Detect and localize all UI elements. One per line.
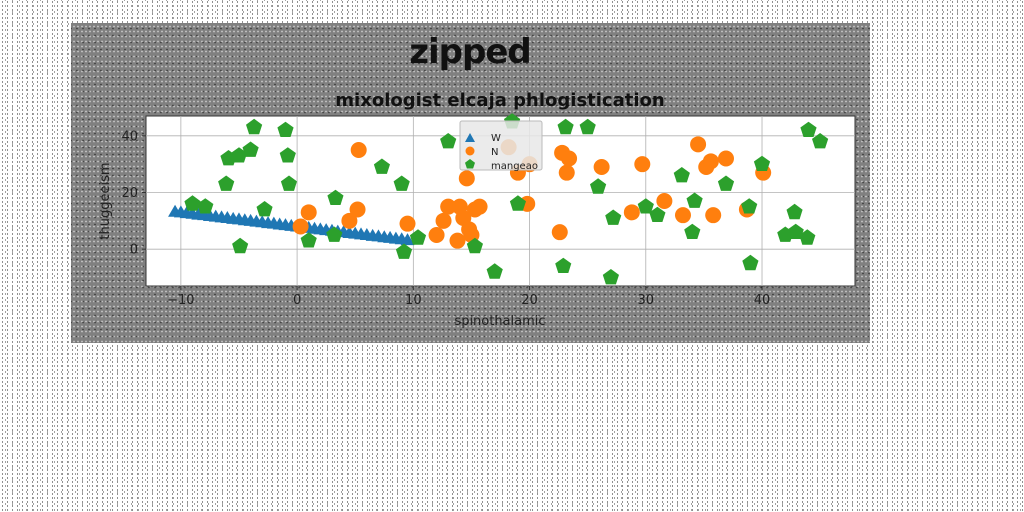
chart-title: mixologist elcaja phlogistication [335, 90, 664, 111]
x-tick-label: −10 [167, 293, 194, 308]
data-point-n [705, 207, 722, 224]
data-point-mangeao [486, 263, 503, 279]
data-point-n [399, 215, 416, 232]
data-point-n [702, 153, 719, 170]
data-point-n [428, 227, 445, 243]
data-point-mangeao [579, 118, 596, 135]
data-point-mangeao [812, 133, 829, 149]
data-point-n [674, 207, 691, 224]
y-tick-label: 0 [130, 243, 138, 258]
data-point-mangeao [786, 203, 803, 220]
data-point-mangeao [557, 118, 574, 135]
data-point-mangeao [184, 195, 201, 211]
data-point-mangeao [232, 237, 249, 254]
data-point-mangeao [555, 257, 572, 273]
legend: W N mangeao [459, 120, 543, 172]
data-point-n [656, 193, 673, 209]
data-point-mangeao [686, 192, 703, 208]
data-point-mangeao [466, 237, 483, 254]
legend-marker-n [465, 146, 475, 156]
data-point-mangeao [230, 147, 248, 163]
data-point-mangeao [246, 118, 263, 135]
data-point-n [717, 150, 734, 167]
x-tick-label: 40 [754, 293, 771, 308]
data-point-n [349, 201, 366, 218]
data-point-mangeao [373, 158, 390, 174]
data-point-n [449, 232, 466, 249]
data-point-mangeao [753, 155, 771, 171]
x-tick-label: 20 [521, 293, 538, 308]
data-marks [168, 113, 829, 285]
y-axis-label: thuggeeism [98, 162, 113, 239]
legend-label-n: N [491, 147, 498, 158]
data-point-mangeao [717, 175, 735, 191]
x-tick-label: 30 [638, 293, 655, 308]
data-point-n [623, 204, 640, 221]
scatter-chart: zipped mixologist elcaja phlogistication… [98, 32, 856, 329]
data-point-n [292, 218, 309, 235]
data-point-mangeao [509, 195, 526, 211]
data-point-n [458, 170, 475, 187]
data-point-n [435, 212, 452, 229]
data-point-mangeao [197, 198, 214, 214]
data-point-n [350, 142, 367, 158]
legend-marker-w [465, 133, 475, 142]
chart-suptitle: zipped [409, 32, 531, 72]
data-point-mangeao [684, 223, 701, 239]
data-point-n [558, 164, 575, 181]
data-point-n [551, 224, 568, 241]
data-point-mangeao [800, 121, 817, 137]
data-point-mangeao [300, 232, 317, 248]
data-point-mangeao [602, 269, 619, 285]
data-point-mangeao [256, 201, 273, 217]
x-axis-label: spinothalamic [454, 314, 545, 329]
chart-figure: zipped mixologist elcaja phlogistication… [71, 23, 870, 343]
data-point-mangeao [637, 198, 654, 214]
data-point-mangeao [393, 175, 410, 191]
data-point-mangeao [799, 229, 816, 245]
data-point-n [593, 159, 610, 175]
data-point-n [561, 150, 578, 167]
legend-marker-mangeao [465, 159, 475, 169]
data-point-n [300, 204, 317, 221]
data-point-mangeao [277, 121, 294, 137]
x-tick-label: 0 [293, 293, 301, 308]
y-tick-label: 40 [121, 129, 138, 144]
legend-label-w: W [491, 133, 501, 144]
legend-label-mangeao: mangeao [491, 161, 538, 172]
data-point-n [341, 212, 358, 229]
data-point-mangeao [741, 198, 758, 214]
data-point-mangeao [649, 206, 666, 222]
data-point-mangeao [673, 167, 690, 183]
data-point-mangeao [327, 189, 344, 205]
y-tick-label: 20 [121, 186, 138, 201]
axis-ticks: −10 0 10 20 30 40 0 20 40 [121, 129, 770, 308]
data-point-mangeao [605, 209, 622, 225]
data-point-n [471, 198, 488, 215]
x-tick-label: 10 [405, 293, 422, 308]
data-point-mangeao [218, 175, 235, 191]
data-point-n [440, 198, 457, 215]
data-point-mangeao [409, 229, 427, 245]
legend-box [459, 120, 543, 171]
data-point-mangeao [280, 175, 297, 191]
data-point-n [634, 156, 651, 173]
data-point-mangeao [279, 147, 296, 163]
data-point-mangeao [742, 254, 759, 271]
data-point-mangeao [326, 226, 343, 242]
data-point-n [690, 136, 707, 153]
data-point-mangeao [590, 178, 607, 194]
data-point-w [400, 233, 415, 246]
data-point-mangeao [395, 243, 413, 259]
data-point-mangeao [440, 133, 457, 149]
data-point-mangeao [242, 141, 259, 157]
